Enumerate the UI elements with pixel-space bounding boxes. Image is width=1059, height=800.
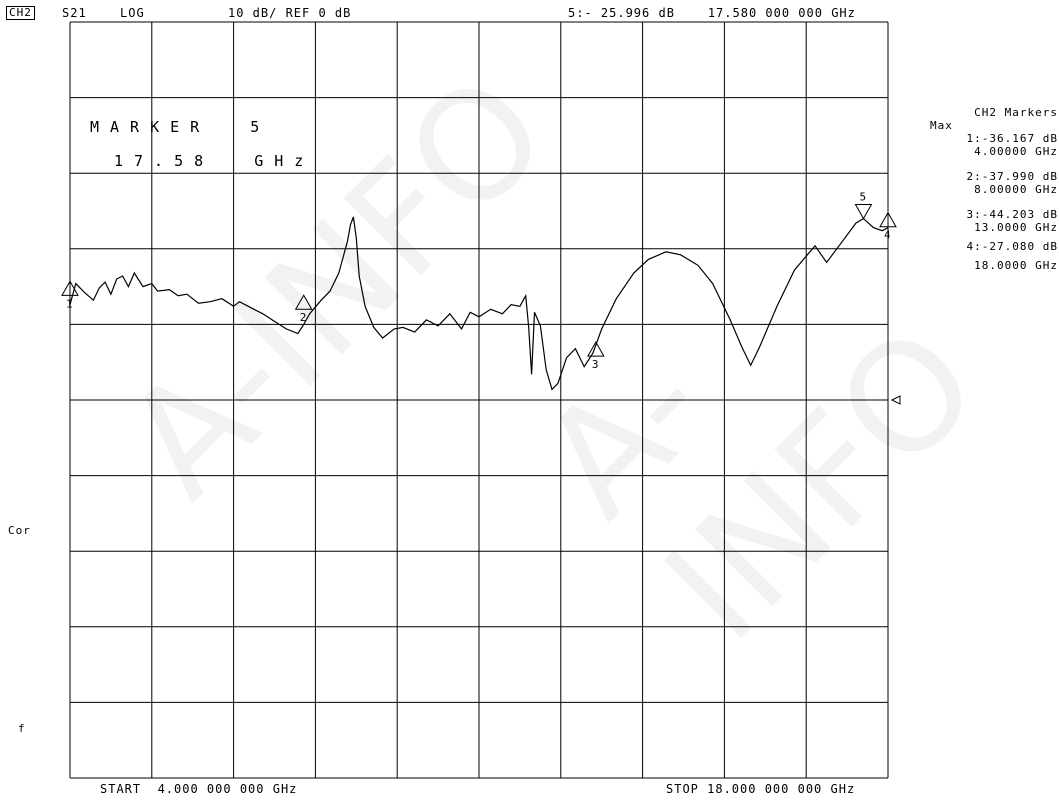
marker-callout-title: MARKER 5	[90, 118, 271, 136]
marker-entry-freq: 18.0000 GHz	[974, 259, 1058, 272]
marker-list-title: CH2 Markers	[974, 106, 1058, 119]
marker-entry-value: 1:-36.167 dB	[966, 132, 1058, 145]
marker-1-symbol	[61, 280, 79, 296]
trace-line	[69, 216, 889, 391]
marker-callout-freq: 17.58 GHz	[114, 152, 315, 170]
marker-2-symbol	[294, 294, 313, 310]
marker-3-symbol	[586, 341, 605, 357]
format-label: LOG	[120, 6, 145, 20]
marker-4-label: 4	[884, 229, 891, 242]
marker-4-symbol	[879, 211, 897, 228]
marker-entry-value: 3:-44.203 dB	[966, 208, 1058, 221]
stop-frequency: STOP 18.000 000 000 GHz	[666, 782, 856, 796]
format-indicator: f	[18, 722, 26, 735]
active-marker-readout: 5:- 25.996 dB 17.580 000 000 GHz	[568, 6, 856, 20]
marker-1-label: 1	[66, 297, 73, 310]
correction-indicator: Cor	[8, 524, 31, 537]
start-frequency: START 4.000 000 000 GHz	[100, 782, 298, 796]
scale-label: 10 dB/ REF 0 dB	[228, 6, 352, 20]
channel-indicator[interactable]: CH2	[6, 6, 35, 20]
marker-entry-freq: 4.00000 GHz	[974, 145, 1058, 158]
marker-entry-value: 4:-27.080 dB	[966, 240, 1058, 253]
reference-level-pointer	[890, 395, 901, 405]
marker-entry-freq: 8.00000 GHz	[974, 183, 1058, 196]
marker-5-symbol	[854, 204, 873, 220]
marker-list-subtitle: Max	[930, 119, 953, 132]
marker-entry-freq: 13.0000 GHz	[974, 221, 1058, 234]
marker-3-label: 3	[592, 358, 599, 371]
marker-entry-value: 2:-37.990 dB	[966, 170, 1058, 183]
marker-list: CH2 Markers Max 1:-36.167 dB 4.00000 GHz…	[930, 106, 1058, 272]
marker-2-label: 2	[300, 311, 307, 324]
marker-5-label: 5	[859, 191, 866, 204]
parameter-label: S21	[62, 6, 87, 20]
